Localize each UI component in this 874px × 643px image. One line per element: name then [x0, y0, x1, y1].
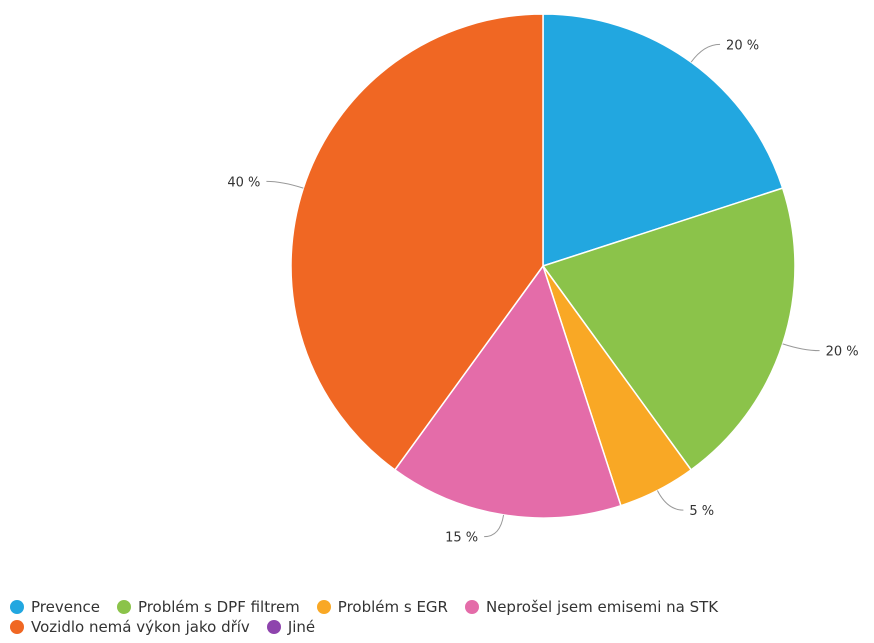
legend-swatch-dpf — [116, 600, 131, 614]
legend-item-vykon[interactable]: Vozidlo nemá výkon jako dřív — [10, 617, 250, 637]
pie-chart-svg: 20 % 20 % 5 % 15 % 40 % — [227, 13, 859, 546]
legend-label-stk: Neprošel jsem emisemi na STK — [485, 598, 719, 616]
legend-label-egr: Problém s EGR — [337, 598, 448, 616]
legend-item-egr[interactable]: Problém s EGR — [316, 597, 448, 617]
pie-connector-prevence — [690, 43, 721, 63]
pie-slice-dpf[interactable] — [541, 187, 796, 471]
pie-connector-dpf — [782, 343, 820, 352]
legend-label-jine: Jiné — [287, 618, 316, 636]
pie-connector-egr — [656, 490, 684, 511]
pie-label-vykon: 40 % — [227, 175, 260, 190]
legend-item-jine[interactable]: Jiné — [266, 617, 316, 637]
legend-item-stk[interactable]: Neprošel jsem emisemi na STK — [464, 597, 719, 617]
pie-label-stk: 15 % — [445, 531, 478, 546]
legend-swatch-egr — [316, 600, 331, 614]
legend-item-prevence[interactable]: Prevence — [10, 597, 100, 617]
pie-connector-vykon — [266, 180, 304, 189]
legend-item-dpf[interactable]: Problém s DPF filtrem — [116, 597, 300, 617]
legend-label-prevence: Prevence — [31, 598, 100, 616]
pie-slice-vykon[interactable] — [290, 13, 544, 471]
legend-swatch-jine — [266, 620, 281, 634]
pie-slice-prevence[interactable] — [542, 13, 784, 268]
legend-swatch-stk — [464, 600, 479, 614]
pie-label-prevence: 20 % — [726, 38, 759, 53]
legend-label-vykon: Vozidlo nemá výkon jako dřív — [31, 618, 250, 636]
pie-connector-stk — [484, 514, 505, 538]
pie-label-egr: 5 % — [689, 504, 714, 519]
chart-legend: Prevence Problém s DPF filtrem Problém s… — [10, 597, 870, 637]
legend-label-dpf: Problém s DPF filtrem — [137, 598, 300, 616]
pie-label-dpf: 20 % — [826, 345, 859, 360]
pie-slice-stk[interactable] — [393, 264, 622, 519]
legend-swatch-prevence — [10, 600, 24, 614]
legend-swatch-vykon — [10, 620, 24, 634]
